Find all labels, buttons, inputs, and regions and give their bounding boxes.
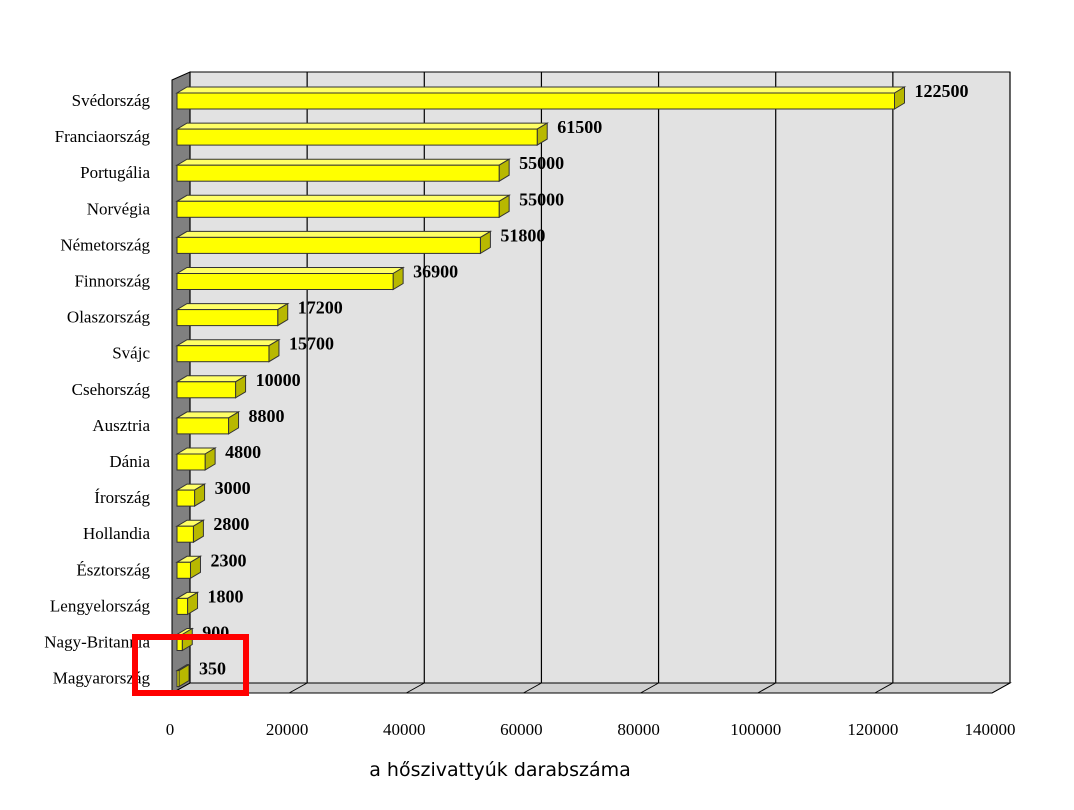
category-label: Olaszország (67, 308, 151, 327)
bar (176, 128, 538, 146)
x-tick-label: 40000 (383, 720, 426, 739)
data-label: 15700 (289, 334, 334, 354)
bar (176, 597, 189, 615)
category-label: Finnország (74, 272, 150, 291)
bar-top (175, 339, 281, 347)
bar (176, 273, 394, 290)
category-label: Portugália (80, 163, 150, 182)
category-label: Franciaország (55, 127, 151, 146)
bar-top (175, 230, 493, 238)
category-label: Dánia (109, 452, 150, 471)
x-tick-label: 120000 (847, 720, 898, 739)
bar-top (175, 303, 290, 311)
bar (176, 345, 270, 363)
bar (176, 164, 500, 182)
bar (176, 525, 194, 543)
data-label: 55000 (519, 189, 564, 209)
category-label: Magyarország (53, 669, 151, 688)
category-label: Norvégia (87, 199, 151, 218)
bar-top (175, 375, 248, 383)
x-tick-label: 140000 (965, 720, 1016, 739)
category-label: Ausztria (92, 416, 150, 435)
category-label: Írország (94, 488, 150, 507)
data-label: 4800 (225, 442, 261, 462)
data-label: 61500 (557, 117, 602, 137)
bar (176, 453, 206, 471)
bar (176, 236, 481, 254)
bar (176, 92, 895, 110)
highlight-box (132, 634, 249, 696)
bar (176, 309, 279, 327)
category-label: Hollandia (83, 524, 150, 543)
grid-floor-line (874, 682, 894, 694)
data-label: 10000 (256, 370, 301, 390)
data-label: 8800 (249, 406, 285, 426)
grid-floor-line (757, 682, 776, 694)
grid-floor-line (523, 682, 542, 694)
x-tick-label: 0 (166, 720, 175, 739)
data-label: 17200 (298, 298, 343, 318)
data-label: 2800 (213, 514, 249, 534)
bar (176, 381, 237, 399)
bar (176, 200, 500, 218)
x-tick-label: 80000 (617, 720, 660, 739)
bar-top (175, 267, 405, 274)
data-label: 1800 (208, 586, 244, 606)
bar (176, 670, 180, 688)
bar-top (175, 86, 907, 94)
data-label: 51800 (500, 225, 545, 245)
grid-floor-line (406, 682, 425, 694)
data-label: 36900 (413, 262, 458, 282)
bar-top (175, 158, 511, 166)
grid-floor-line (640, 682, 659, 694)
x-tick-label: 100000 (730, 720, 781, 739)
bar-top (175, 122, 550, 130)
x-axis-ticks: 0 20000 40000 60000 80000 100000 120000 140000 (166, 720, 1016, 739)
bar (176, 417, 230, 435)
data-label: 2300 (210, 550, 246, 570)
category-label: Németország (60, 235, 150, 254)
bar (176, 561, 191, 579)
x-axis-title: a hőszivattyúk darabszáma (369, 759, 631, 781)
data-label: 55000 (519, 153, 564, 173)
grid-floor-line (288, 682, 308, 694)
category-label: Nagy-Britannia (44, 633, 150, 652)
x-tick-label: 60000 (500, 720, 543, 739)
category-label: Észtország (76, 560, 150, 579)
category-label: Lengyelország (50, 596, 151, 615)
data-label: 3000 (215, 478, 251, 498)
data-label: 350 (199, 659, 226, 679)
x-tick-label: 20000 (266, 720, 309, 739)
bar-top (175, 194, 511, 202)
category-label: Csehország (72, 380, 151, 399)
category-label: Svédország (72, 91, 151, 110)
grid-floor-line (991, 682, 1011, 694)
category-labels: Svédország Franciaország Portugália Norvégi… (44, 91, 150, 688)
bar (176, 489, 196, 507)
data-label: 122500 (915, 81, 969, 101)
category-label: Svájc (112, 344, 150, 363)
